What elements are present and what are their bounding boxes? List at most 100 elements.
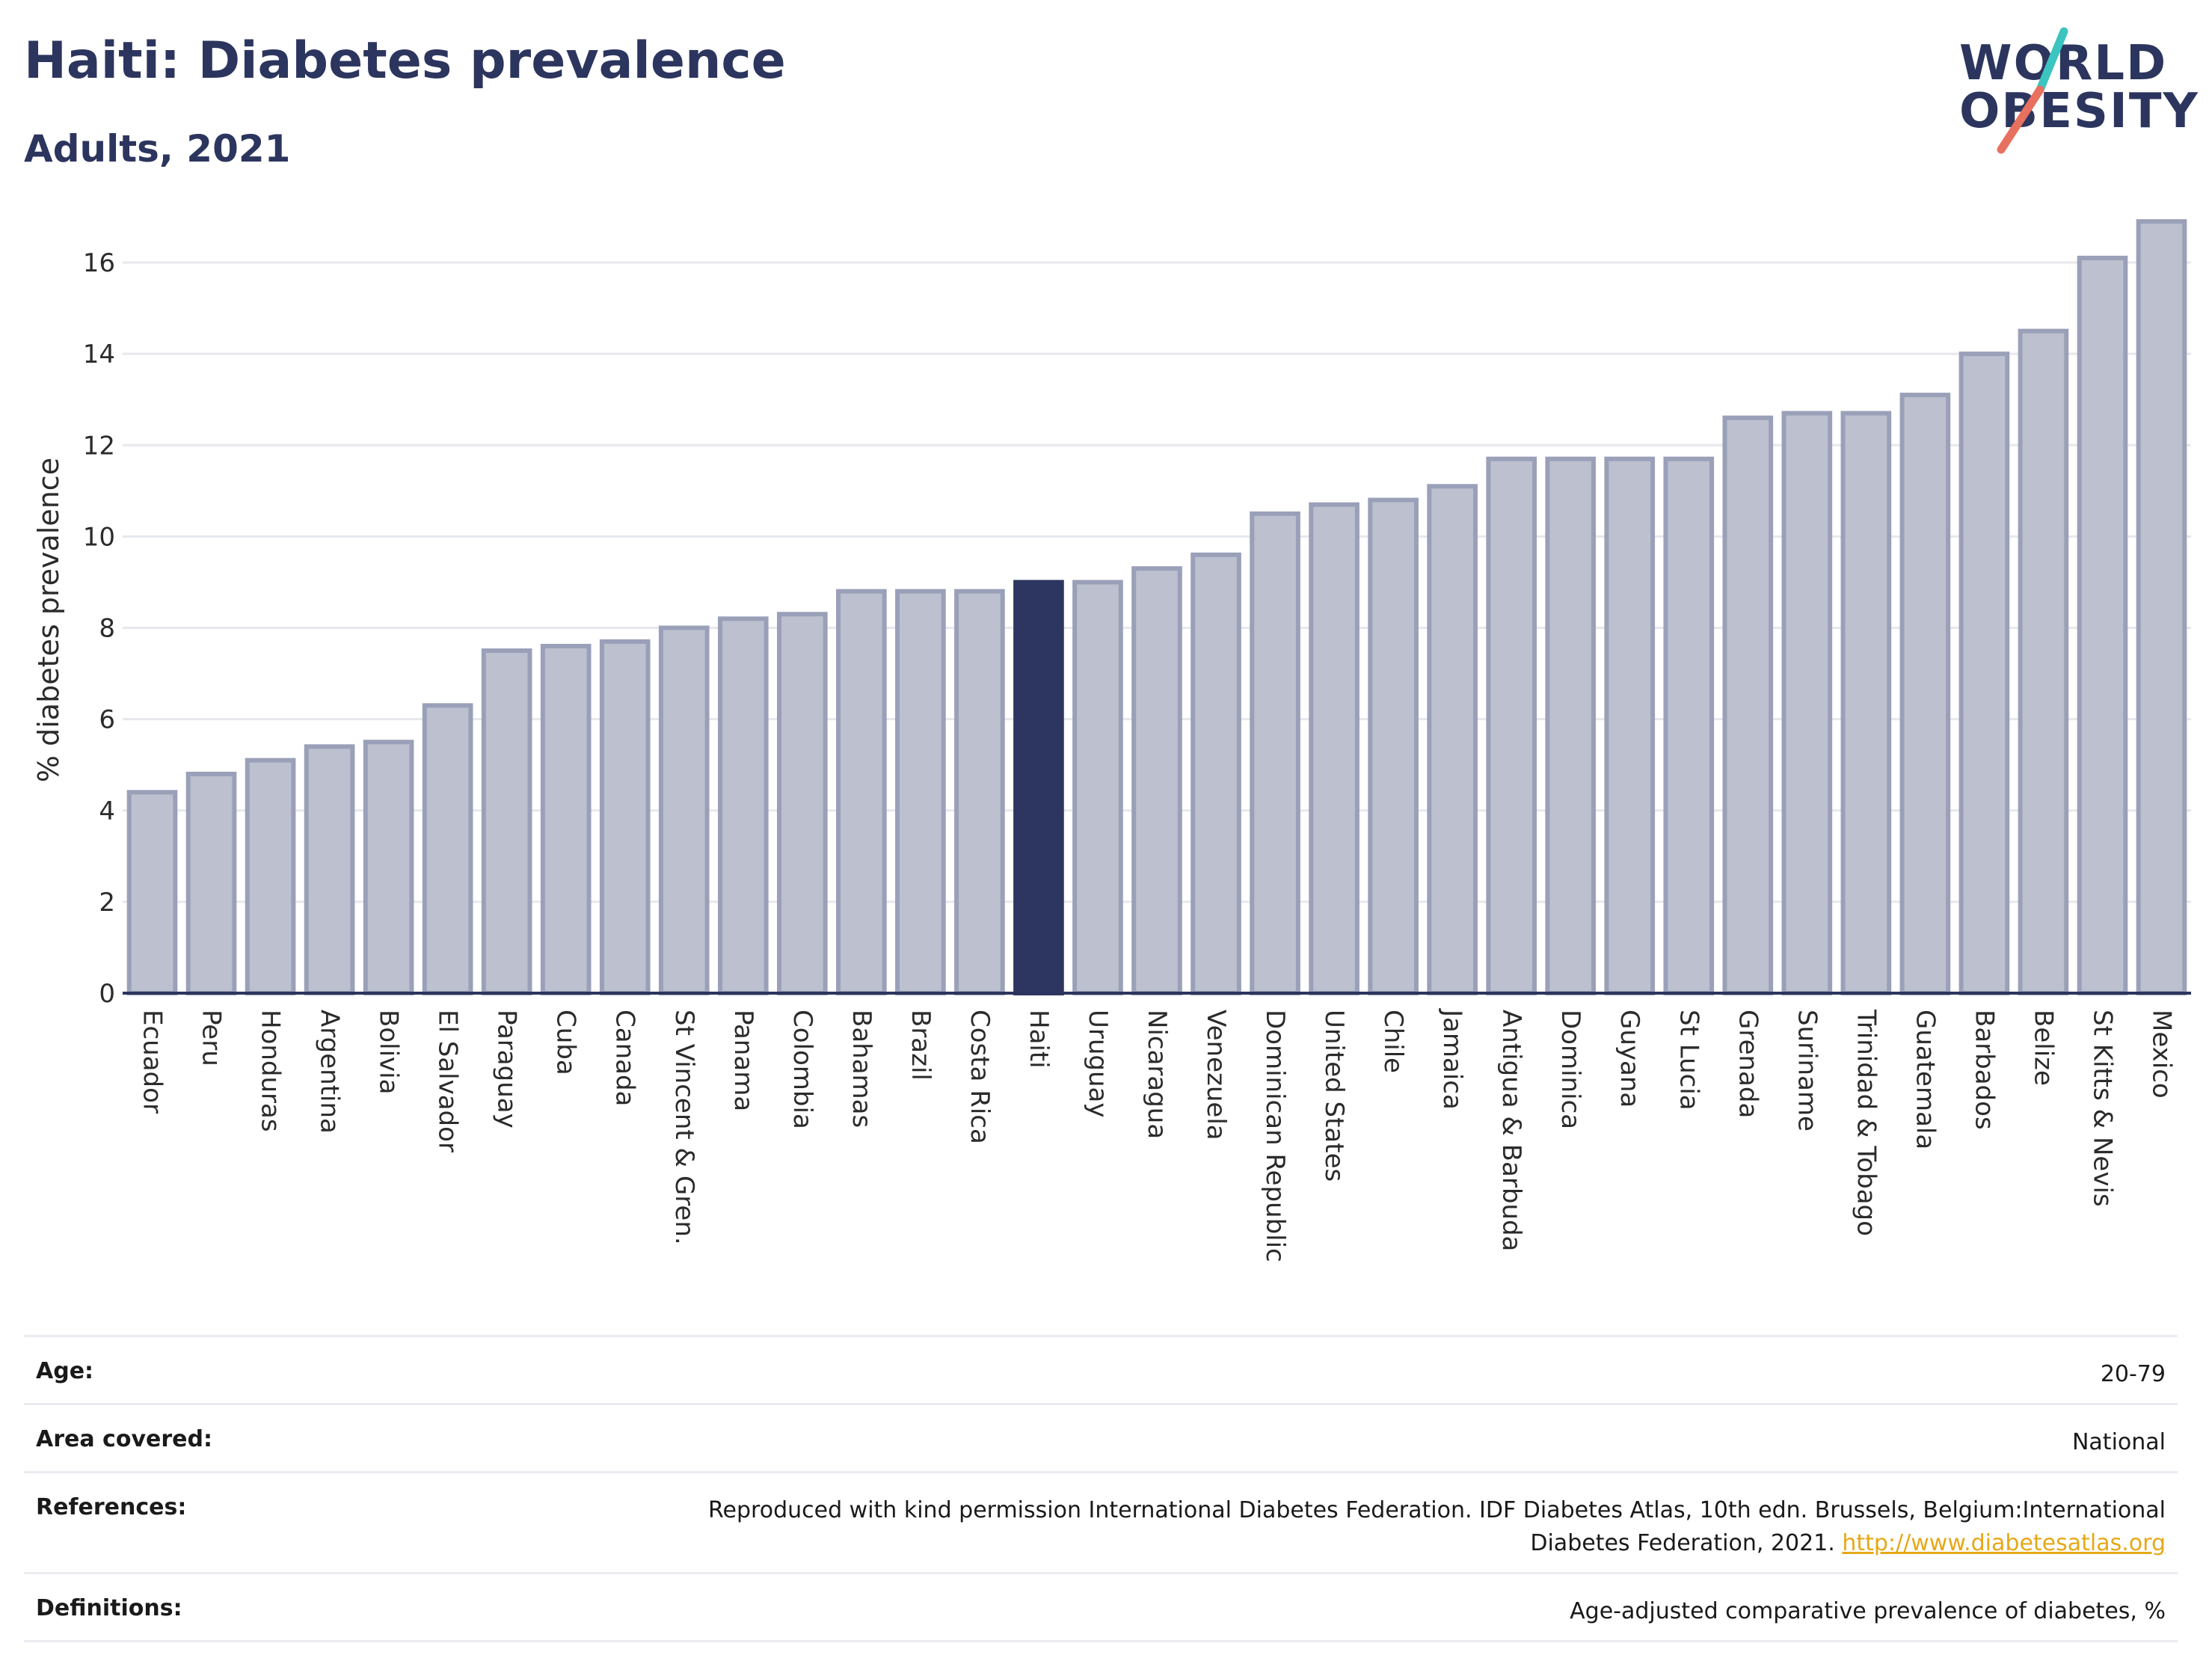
y-tick-label: 10	[83, 522, 115, 552]
y-tick-label: 8	[99, 614, 115, 644]
x-tick-label: Haiti	[1024, 1010, 1054, 1069]
y-tick-label: 16	[83, 248, 115, 278]
bar-haiti	[1013, 580, 1064, 995]
bar-united-states	[1309, 502, 1360, 995]
bar-barbados	[1958, 351, 2010, 996]
x-tick-label: El Salvador	[433, 1010, 463, 1152]
bar-dominica	[1545, 456, 1597, 995]
x-tick-label: Colombia	[787, 1010, 817, 1129]
page-title: Haiti: Diabetes prevalence	[24, 31, 786, 90]
bar-chile	[1368, 497, 1419, 995]
bar-dominican-republic	[1250, 511, 1300, 996]
x-tick-label: Grenada	[1733, 1010, 1763, 1118]
bar-bahamas	[836, 589, 887, 995]
bar-grenada	[1722, 415, 1774, 995]
x-tick-label: Costa Rica	[965, 1010, 995, 1144]
meta-row-age: Age: 20-79	[24, 1335, 2178, 1403]
bar-panama	[717, 616, 769, 995]
bar-el-salvador	[422, 703, 473, 995]
bar-bolivia	[363, 740, 414, 995]
bar-st-kitts-nevis	[2077, 255, 2128, 995]
bar-jamaica	[1427, 484, 1478, 995]
x-tick-label: Barbados	[1969, 1010, 1999, 1130]
x-tick-label: Guatemala	[1910, 1010, 1940, 1149]
x-tick-label: Bolivia	[374, 1010, 404, 1094]
x-tick-label: St Vincent & Gren.	[669, 1010, 699, 1245]
page-subtitle: Adults, 2021	[24, 127, 291, 171]
bar-costa-rica	[954, 589, 1005, 995]
meta-references-text: Reproduced with kind permission Internat…	[708, 1497, 2166, 1556]
bar-paraguay	[481, 648, 532, 995]
bar-belize	[2018, 328, 2069, 996]
meta-definitions-value: Age-adjusted comparative prevalence of d…	[1570, 1598, 2166, 1624]
x-tick-label: Panama	[728, 1010, 758, 1111]
references-link[interactable]: http://www.diabetesatlas.org	[1842, 1530, 2166, 1556]
bar-cuba	[540, 643, 592, 995]
bar-ecuador	[126, 790, 178, 995]
y-tick-label: 14	[83, 340, 115, 369]
meta-area-value: National	[2071, 1429, 2166, 1455]
x-tick-label: St Kitts & Nevis	[2087, 1010, 2117, 1207]
x-tick-label: Dominica	[1555, 1010, 1585, 1129]
bar-st-vincent-gren-	[658, 625, 710, 995]
bar-guyana	[1604, 456, 1656, 995]
bar-guatemala	[1899, 393, 1951, 996]
bar-st-lucia	[1663, 456, 1715, 995]
x-tick-label: Peru	[197, 1010, 227, 1066]
bar-chart: 0 2 4 6 8 10 12 14 16 Ecuador Peru Honduras Argenti…	[32, 219, 2191, 1262]
y-tick-label: 12	[83, 431, 115, 461]
x-tick-label: Guyana	[1615, 1010, 1644, 1108]
meta-row-area: Area covered: National	[24, 1403, 2178, 1471]
bar-colombia	[777, 612, 828, 996]
x-tick-label: Cuba	[551, 1010, 581, 1075]
bar-argentina	[304, 744, 355, 995]
y-tick-label: 0	[99, 979, 115, 1009]
bar-uruguay	[1072, 580, 1123, 995]
x-tick-label: Suriname	[1792, 1010, 1822, 1132]
x-axis-labels: Ecuador Peru Honduras Argentina Bolivia El Sa…	[138, 1008, 2177, 1262]
meta-references-label: References:	[36, 1494, 187, 1520]
bar-venezuela	[1191, 552, 1241, 996]
bar-brazil	[895, 589, 946, 995]
x-tick-label: Ecuador	[138, 1010, 168, 1114]
x-tick-label: Belize	[2028, 1010, 2058, 1086]
x-tick-label: Bahamas	[847, 1010, 876, 1128]
x-tick-label: Venezuela	[1201, 1010, 1231, 1140]
x-tick-label: Antigua & Barbuda	[1496, 1010, 1526, 1251]
logo-slash-icon	[1997, 27, 2068, 154]
x-tick-label: Uruguay	[1083, 1010, 1113, 1118]
meta-age-value: 20-79	[2100, 1361, 2166, 1387]
bar-mexico	[2136, 219, 2187, 996]
metadata-table: Age: 20-79 Area covered: National Refere…	[24, 1335, 2178, 1642]
x-tick-label: Brazil	[906, 1010, 936, 1081]
bar-antigua-barbuda	[1486, 456, 1537, 995]
x-tick-label: Paraguay	[492, 1010, 522, 1129]
y-axis-title: % diabetes prevalence	[32, 458, 65, 782]
meta-row-definitions: Definitions: Age-adjusted comparative pr…	[24, 1572, 2178, 1642]
bars	[126, 219, 2187, 996]
x-tick-label: Honduras	[256, 1010, 286, 1132]
x-tick-label: Dominican Republic	[1260, 1010, 1290, 1262]
x-tick-label: Argentina	[315, 1010, 345, 1134]
x-tick-label: Jamaica	[1437, 1008, 1467, 1110]
x-tick-label: Trinidad & Tobago	[1851, 1009, 1881, 1236]
bar-honduras	[245, 758, 296, 995]
y-axis-ticks: 0 2 4 6 8 10 12 14 16	[83, 248, 115, 1009]
bar-suriname	[1781, 411, 1833, 996]
bar-canada	[599, 639, 651, 995]
logo-text-line2: OBESITY	[1959, 84, 2199, 139]
bar-peru	[185, 771, 237, 996]
meta-row-references: References: Reproduced with kind permiss…	[24, 1471, 2178, 1572]
bar-trinidad-tobago	[1840, 411, 1892, 996]
meta-area-label: Area covered:	[36, 1426, 212, 1452]
meta-age-label: Age:	[36, 1358, 94, 1384]
x-tick-label: Canada	[610, 1010, 640, 1106]
x-tick-label: Chile	[1378, 1010, 1408, 1073]
y-tick-label: 6	[99, 705, 115, 735]
x-tick-label: Nicaragua	[1142, 1010, 1172, 1139]
meta-references-value: Reproduced with kind permission Internat…	[633, 1494, 2166, 1560]
y-tick-label: 4	[99, 796, 115, 826]
y-tick-label: 2	[99, 888, 115, 918]
meta-definitions-label: Definitions:	[36, 1595, 182, 1621]
x-tick-label: United States	[1319, 1010, 1349, 1182]
